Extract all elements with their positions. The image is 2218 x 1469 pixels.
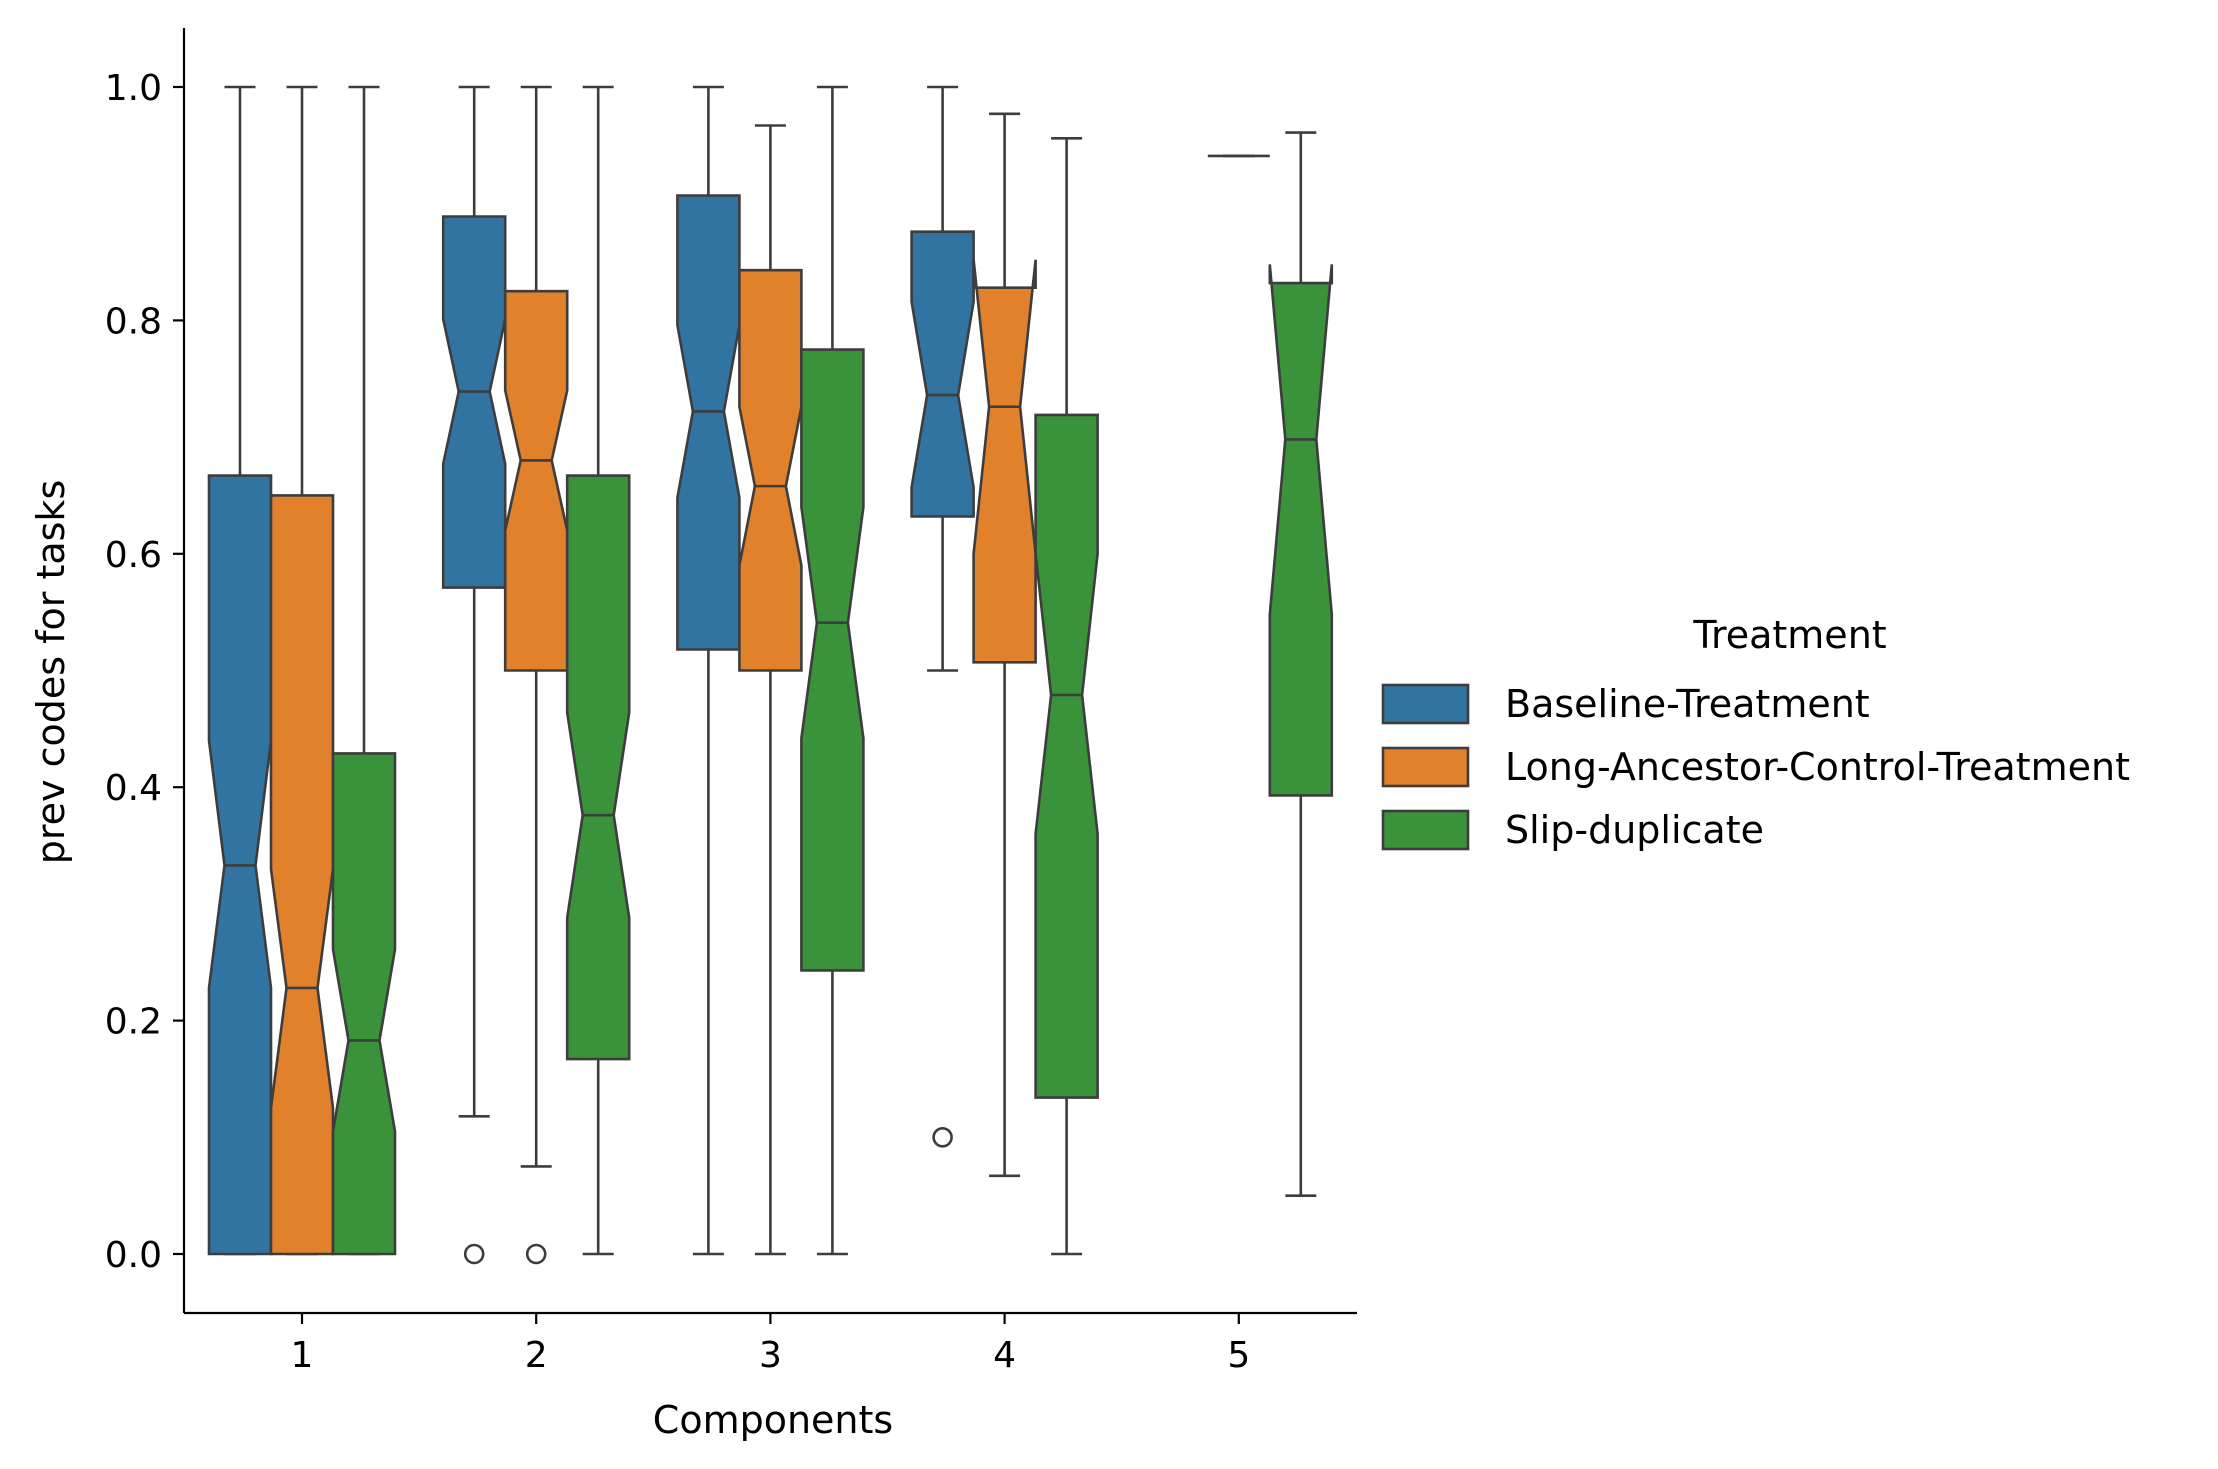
box-body [269,494,335,1256]
y-tick-label: 0.4 [105,768,162,809]
box-body [565,474,631,1061]
legend-items: Baseline-Treatment Long-Ancestor-Control-… [1381,682,2130,852]
y-tick-label: 0.6 [105,535,162,576]
box-0-4 [910,85,975,1148]
box-body [738,268,803,672]
box-2-4 [1034,137,1099,1256]
legend-swatch [1381,809,1470,851]
box-body [800,348,865,972]
box-body [972,259,1037,664]
y-tick-label: 0.8 [105,301,162,342]
legend-item-3: Slip-duplicate [1381,808,1764,852]
legend-item-2: Long-Ancestor-Control-Treatment [1381,745,2130,789]
box-0-2 [441,85,507,1265]
legend-swatch [1381,683,1470,725]
legend: Treatment Baseline-Treatment Long-Ancesto… [1381,613,2130,852]
box-body [331,752,397,1256]
legend-label: Slip-duplicate [1505,808,1764,852]
y-tick-label: 1.0 [105,68,162,109]
box-body [676,194,741,651]
x-tick-label: 1 [291,1335,314,1376]
outlier-point [932,1127,953,1148]
legend-label: Long-Ancestor-Control-Treatment [1505,745,2130,789]
box-0-1 [207,85,273,1256]
outlier-point [463,1243,485,1265]
legend-title: Treatment [1692,613,1886,657]
box-1-1 [269,85,335,1256]
box-2-2 [565,85,631,1256]
x-tick-label: 2 [525,1335,548,1376]
legend-item-1: Baseline-Treatment [1381,682,1870,726]
box-body [910,230,975,518]
box-2-1 [331,85,397,1256]
y-tick-label: 0.2 [105,1002,162,1043]
axes-layer: 0.0 0.2 0.4 0.6 0.8 1.0 1 2 3 4 5 [105,28,1357,1376]
x-tick-label: 4 [993,1335,1016,1376]
legend-swatch [1381,746,1470,788]
x-axis-label: Components [653,1398,893,1442]
x-tick-label: 3 [759,1335,782,1376]
box-body [503,289,569,672]
x-tick-label: 5 [1227,1335,1250,1376]
outlier-point [525,1243,547,1265]
box-body [1268,264,1334,797]
y-axis-label: prev codes for tasks [29,480,73,865]
box-2-3 [800,85,865,1256]
box-2-5 [1268,131,1334,1197]
box-1-2 [503,85,569,1265]
legend-label: Baseline-Treatment [1505,682,1870,726]
box-1-3 [738,124,803,1256]
box-1-4 [972,112,1037,1178]
y-tick-label: 0.0 [105,1235,162,1276]
box-body [1034,413,1099,1099]
box-body [441,215,507,589]
box-0-3 [676,85,741,1256]
boxes-layer [207,85,1334,1265]
